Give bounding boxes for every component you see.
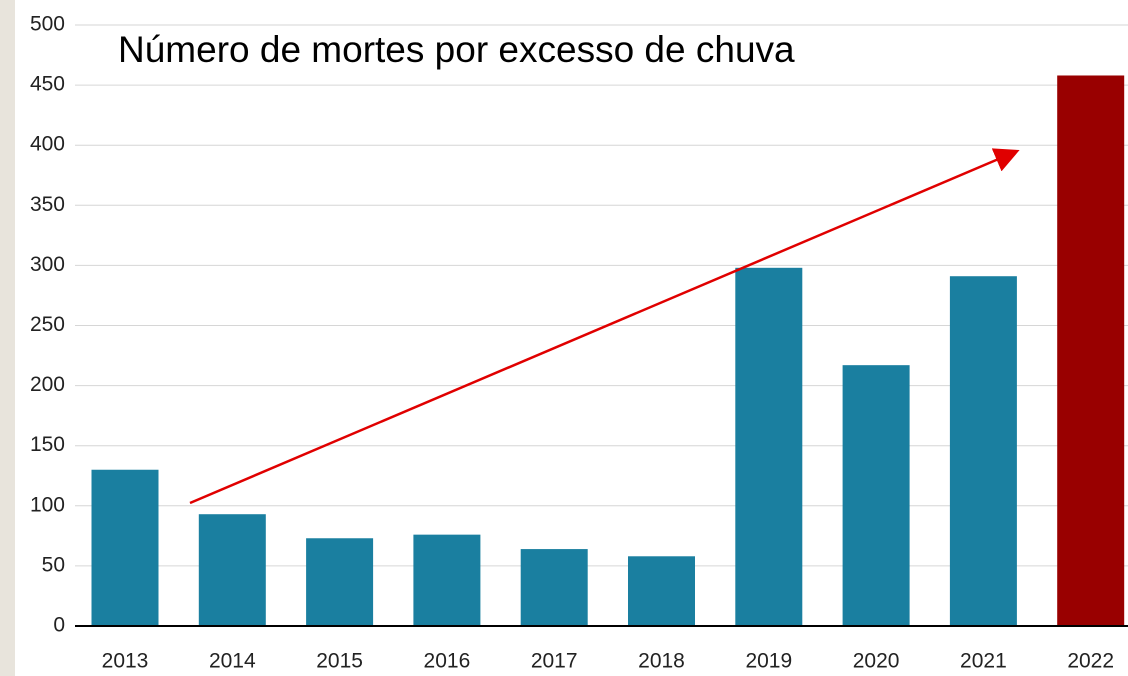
x-tick-label: 2022 [1067,650,1114,673]
trend-arrow [189,148,1020,505]
x-tick-label: 2015 [316,650,363,673]
bar [949,276,1017,626]
x-tick-label: 2021 [960,650,1007,673]
bar [842,365,910,626]
x-tick-label: 2018 [638,650,685,673]
y-tick-label: 50 [42,553,65,576]
bar [1057,75,1125,626]
x-tick-label: 2017 [531,650,578,673]
bar [628,556,695,626]
bars [91,75,1125,626]
y-tick-label: 250 [30,313,65,336]
x-tick-label: 2019 [745,650,792,673]
y-tick-label: 200 [30,373,65,396]
bar [91,469,159,626]
side-strip [0,0,15,676]
x-tick-label: 2013 [102,650,149,673]
bar [198,514,266,626]
y-tick-label: 500 [30,13,65,36]
chart-title: Número de mortes por excesso de chuva [118,29,795,70]
x-tick-label: 2014 [209,650,256,673]
bar [306,538,374,626]
bar [520,549,588,626]
bar [413,534,481,626]
y-tick-label: 400 [30,133,65,156]
x-tick-label: 2016 [424,650,471,673]
bar [735,267,803,626]
y-tick-label: 0 [53,614,65,637]
y-tick-label: 100 [30,493,65,516]
y-tick-label: 450 [30,73,65,96]
y-tick-label: 300 [30,253,65,276]
y-tick-label: 350 [30,193,65,216]
y-tick-label: 150 [30,433,65,456]
x-tick-label: 2020 [853,650,900,673]
